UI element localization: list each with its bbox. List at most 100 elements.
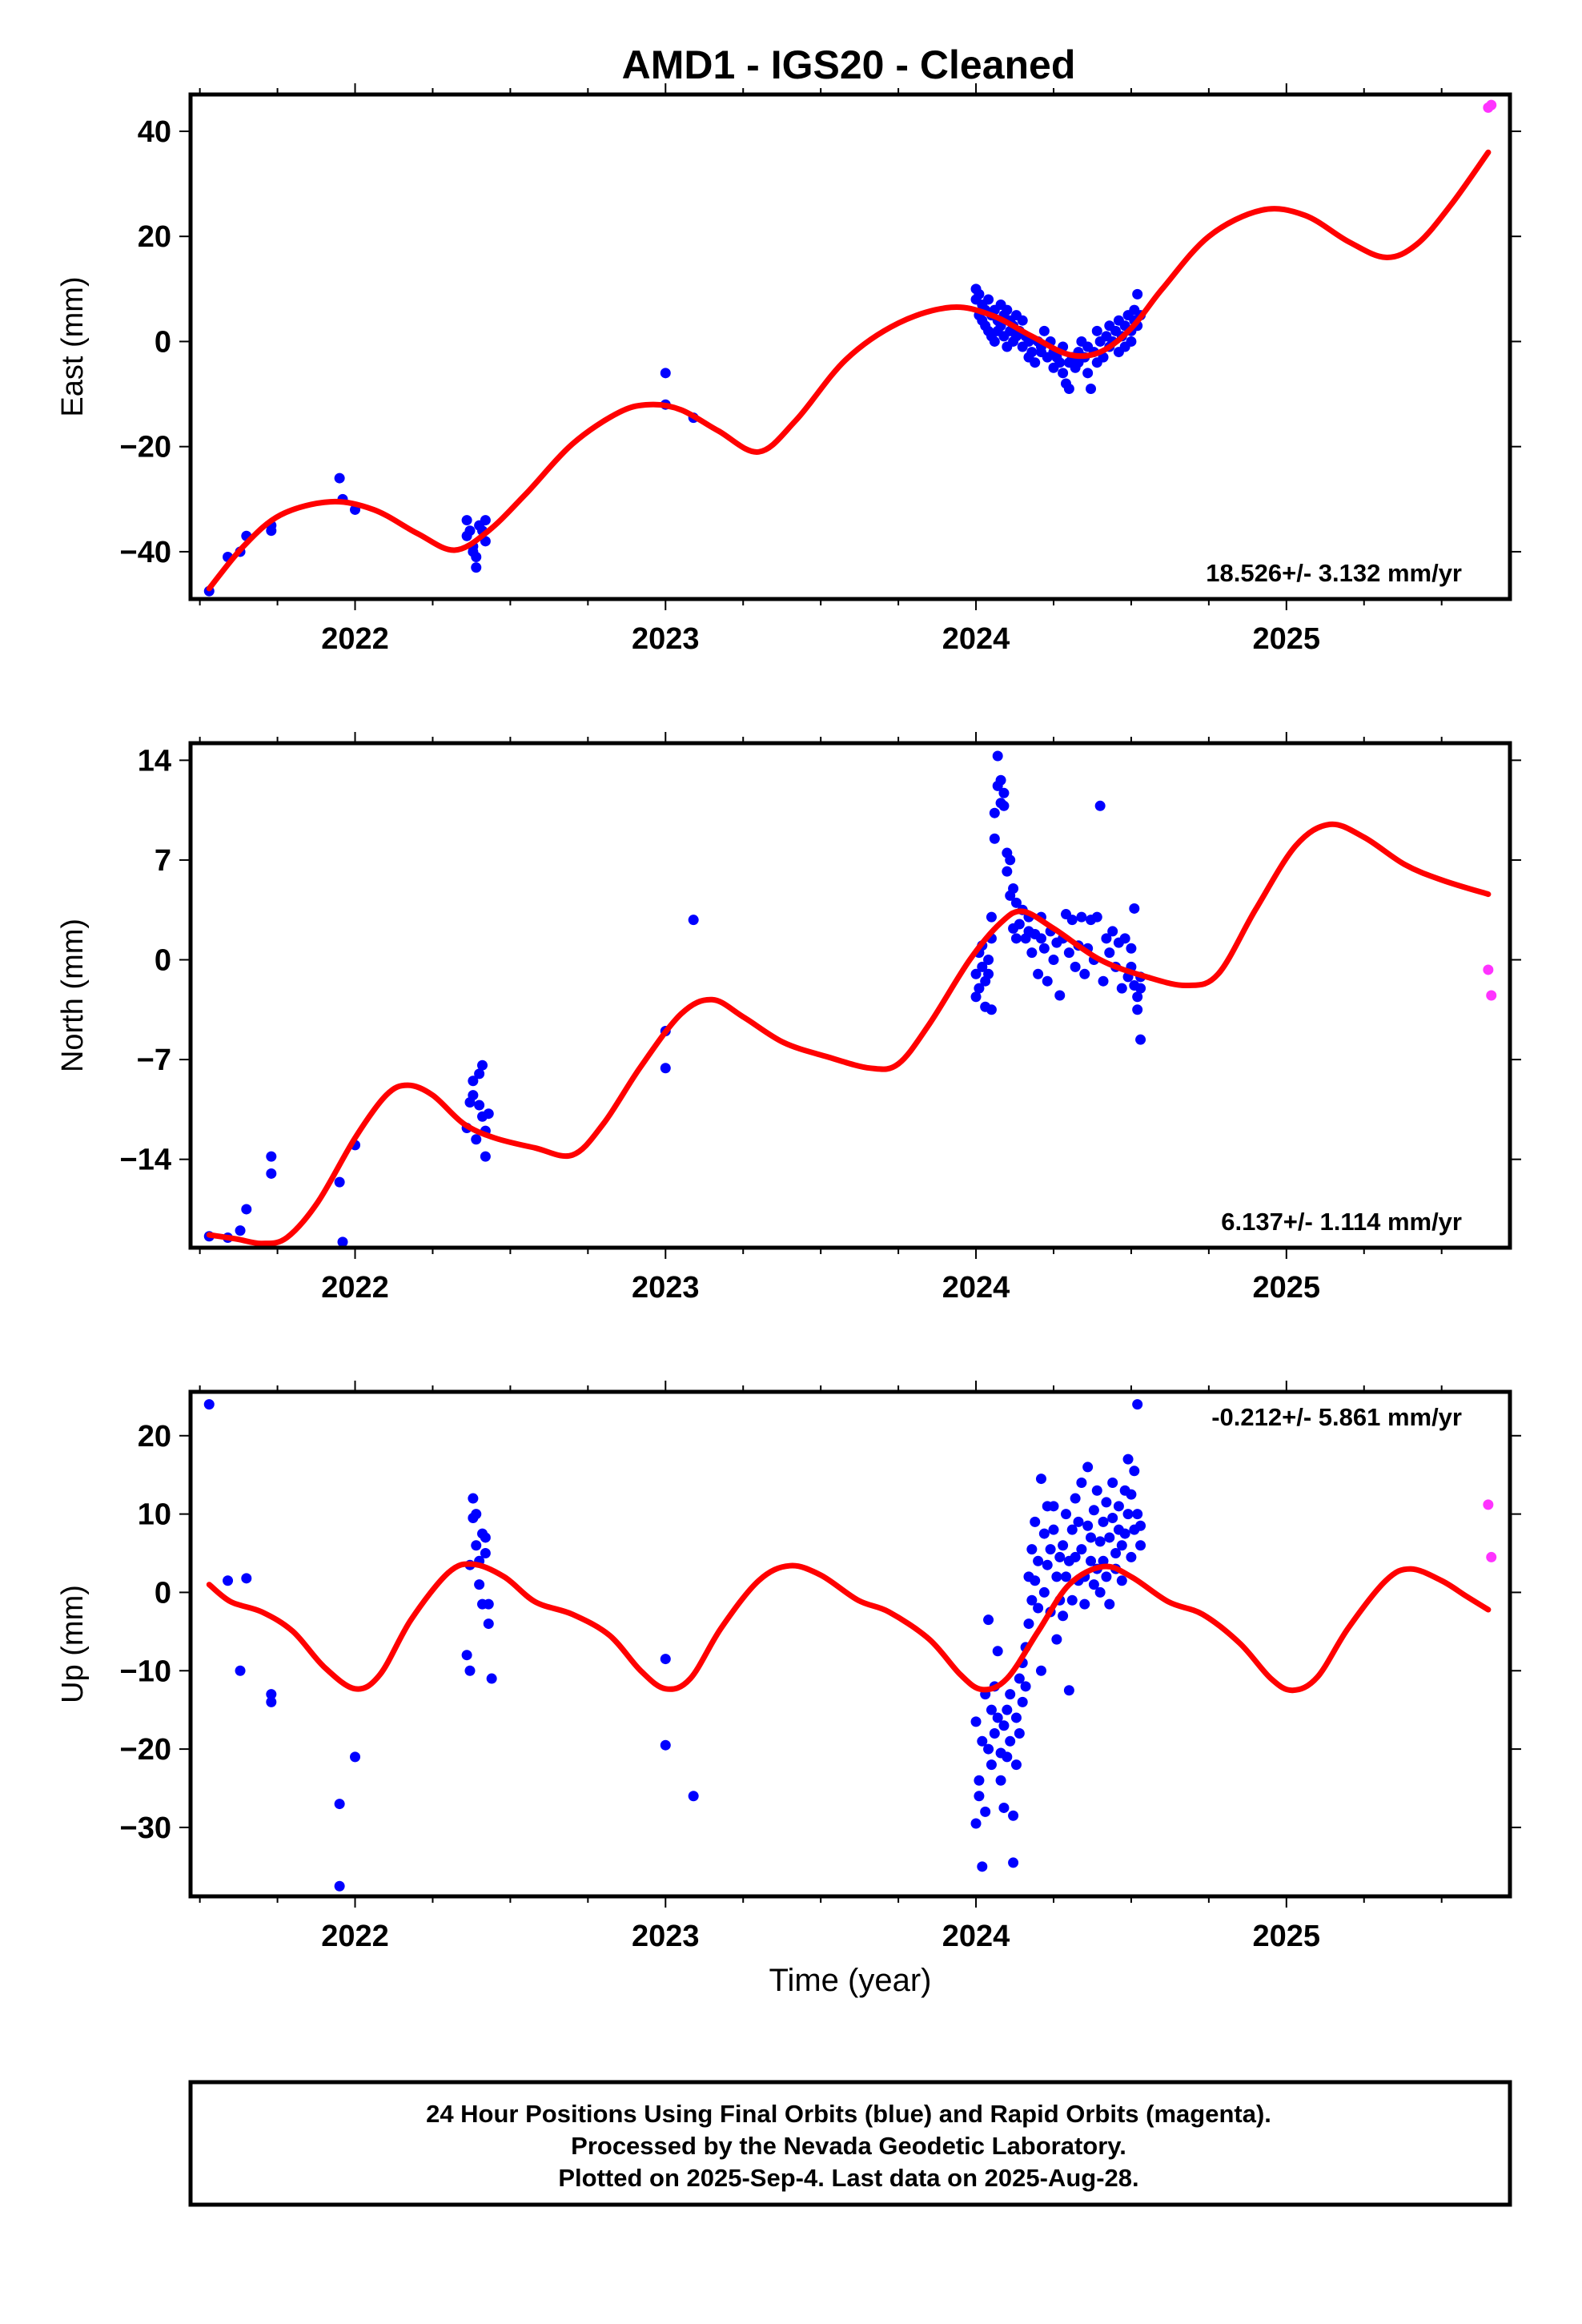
final-orbit-point xyxy=(471,1509,482,1520)
final-orbit-point xyxy=(986,911,997,923)
x-tick-label: 2025 xyxy=(1253,622,1321,656)
final-orbit-point xyxy=(1051,1571,1062,1582)
final-orbit-point xyxy=(1010,1759,1022,1771)
final-orbit-point xyxy=(1058,1610,1069,1622)
final-orbit-point xyxy=(468,1493,479,1504)
final-orbit-point xyxy=(989,1728,1000,1739)
final-orbit-point xyxy=(474,1579,485,1590)
final-orbit-point xyxy=(1086,384,1097,394)
plot-frame xyxy=(188,1389,1512,1899)
y-tick-label: 20 xyxy=(138,220,171,254)
footer-line-1: 24 Hour Positions Using Final Orbits (bl… xyxy=(426,2100,1271,2128)
final-orbit-point xyxy=(1088,1505,1099,1516)
final-orbit-point xyxy=(1101,1497,1112,1508)
x-tick-label: 2022 xyxy=(321,1271,389,1305)
final-orbit-point xyxy=(337,1236,348,1248)
y-axis-label: Up (mm) xyxy=(56,1585,90,1703)
final-orbit-point xyxy=(1008,1810,1019,1821)
final-orbit-point xyxy=(980,1806,991,1817)
panel-1: 2022 2023 2024 2025 −40 −20 0 20 40 East (mm) 18.5… xyxy=(56,83,1521,656)
final-orbit-point xyxy=(1132,288,1143,300)
rapid-orbit-point xyxy=(1483,964,1494,975)
final-orbit-point xyxy=(1045,1544,1056,1555)
final-orbit-point xyxy=(970,1818,982,1829)
x-tick-label: 2022 xyxy=(321,622,389,656)
x-tick-label: 2025 xyxy=(1253,1271,1321,1305)
final-orbit-point xyxy=(660,1739,671,1751)
final-orbit-point xyxy=(1017,315,1028,326)
final-orbit-point xyxy=(471,552,482,562)
panel-3: 2022 2023 2024 2025 −30 −20 −10 0 10 20 Up (mm) Tim… xyxy=(56,1381,1521,1998)
x-tick-label: 2022 xyxy=(321,1920,389,1953)
final-orbit-point xyxy=(476,1059,488,1071)
final-orbit-point xyxy=(1005,854,1016,866)
final-orbit-point xyxy=(1058,368,1069,379)
velocity-label: -0.212+/- 5.861 mm/yr xyxy=(1211,1403,1462,1431)
final-orbit-point xyxy=(241,1573,252,1584)
final-orbit-point xyxy=(974,1775,985,1786)
final-orbit-point xyxy=(986,1004,997,1015)
final-orbit-point xyxy=(474,1068,485,1080)
final-orbit-point xyxy=(986,1759,997,1771)
final-orbit-point xyxy=(983,955,994,966)
final-orbit-point xyxy=(1126,336,1137,347)
final-orbit-point xyxy=(1126,943,1137,954)
final-orbit-point xyxy=(1116,1575,1127,1586)
final-orbit-point xyxy=(474,1100,485,1111)
final-orbit-point xyxy=(468,1076,479,1087)
y-tick-label: 0 xyxy=(155,1576,171,1610)
final-orbit-point xyxy=(1054,990,1066,1001)
final-orbit-point xyxy=(1079,1598,1090,1610)
final-orbit-point xyxy=(1038,943,1050,954)
final-orbit-point xyxy=(1002,1751,1013,1763)
final-orbit-point xyxy=(970,968,982,979)
panels: 2022 2023 2024 2025 −40 −20 0 20 40 East (mm) 18.5… xyxy=(56,83,1521,1998)
final-orbit-point xyxy=(1048,1524,1059,1535)
y-tick-label: 20 xyxy=(138,1420,171,1454)
final-orbit-point xyxy=(235,1225,246,1236)
final-orbit-point xyxy=(461,515,472,526)
final-orbit-point xyxy=(471,1134,482,1145)
final-orbit-point xyxy=(1110,1548,1122,1559)
y-tick-label: 7 xyxy=(155,844,171,878)
y-axis-label: North (mm) xyxy=(56,919,90,1072)
final-orbit-point xyxy=(223,1575,234,1586)
final-orbit-point xyxy=(480,515,491,526)
x-axis-label: Time (year) xyxy=(769,1963,932,1998)
rapid-orbit-point xyxy=(1486,99,1497,111)
final-orbit-point xyxy=(235,1665,246,1676)
panel-2: 2022 2023 2024 2025 −14 −7 0 7 14 North (mm) 6.137… xyxy=(56,732,1521,1305)
final-orbit-point xyxy=(1122,1509,1134,1520)
final-orbit-point xyxy=(1104,947,1115,959)
final-orbit-point xyxy=(203,1399,215,1410)
final-orbit-point xyxy=(1104,1598,1115,1610)
final-orbit-point xyxy=(334,472,345,484)
final-orbit-point xyxy=(1023,1618,1034,1630)
final-orbit-point xyxy=(974,983,985,994)
final-orbit-point xyxy=(1051,1634,1062,1645)
final-orbit-point xyxy=(1126,1551,1137,1562)
data-layer xyxy=(203,750,1497,1248)
y-tick-label: 0 xyxy=(155,944,171,978)
y-tick-label: −7 xyxy=(137,1043,171,1077)
final-orbit-point xyxy=(1107,1477,1118,1488)
final-orbit-point xyxy=(1122,1454,1134,1465)
final-orbit-point xyxy=(998,1802,1010,1813)
y-tick-label: 14 xyxy=(138,744,171,778)
x-tick-label: 2025 xyxy=(1253,1920,1321,1953)
final-orbit-point xyxy=(1066,915,1078,926)
final-orbit-point xyxy=(660,368,671,379)
x-tick-label: 2023 xyxy=(632,622,700,656)
final-orbit-point xyxy=(977,1735,988,1747)
final-orbit-point xyxy=(464,1665,476,1676)
final-orbit-point xyxy=(1132,991,1143,1003)
final-orbit-point xyxy=(1132,1004,1143,1015)
y-tick-label: −40 xyxy=(120,536,171,569)
final-orbit-point xyxy=(241,1204,252,1215)
final-orbit-point xyxy=(998,800,1010,811)
final-orbit-point xyxy=(266,1689,277,1700)
final-orbit-point xyxy=(1038,1586,1050,1598)
final-orbit-point xyxy=(970,1716,982,1727)
final-orbit-point xyxy=(1030,1516,1041,1527)
